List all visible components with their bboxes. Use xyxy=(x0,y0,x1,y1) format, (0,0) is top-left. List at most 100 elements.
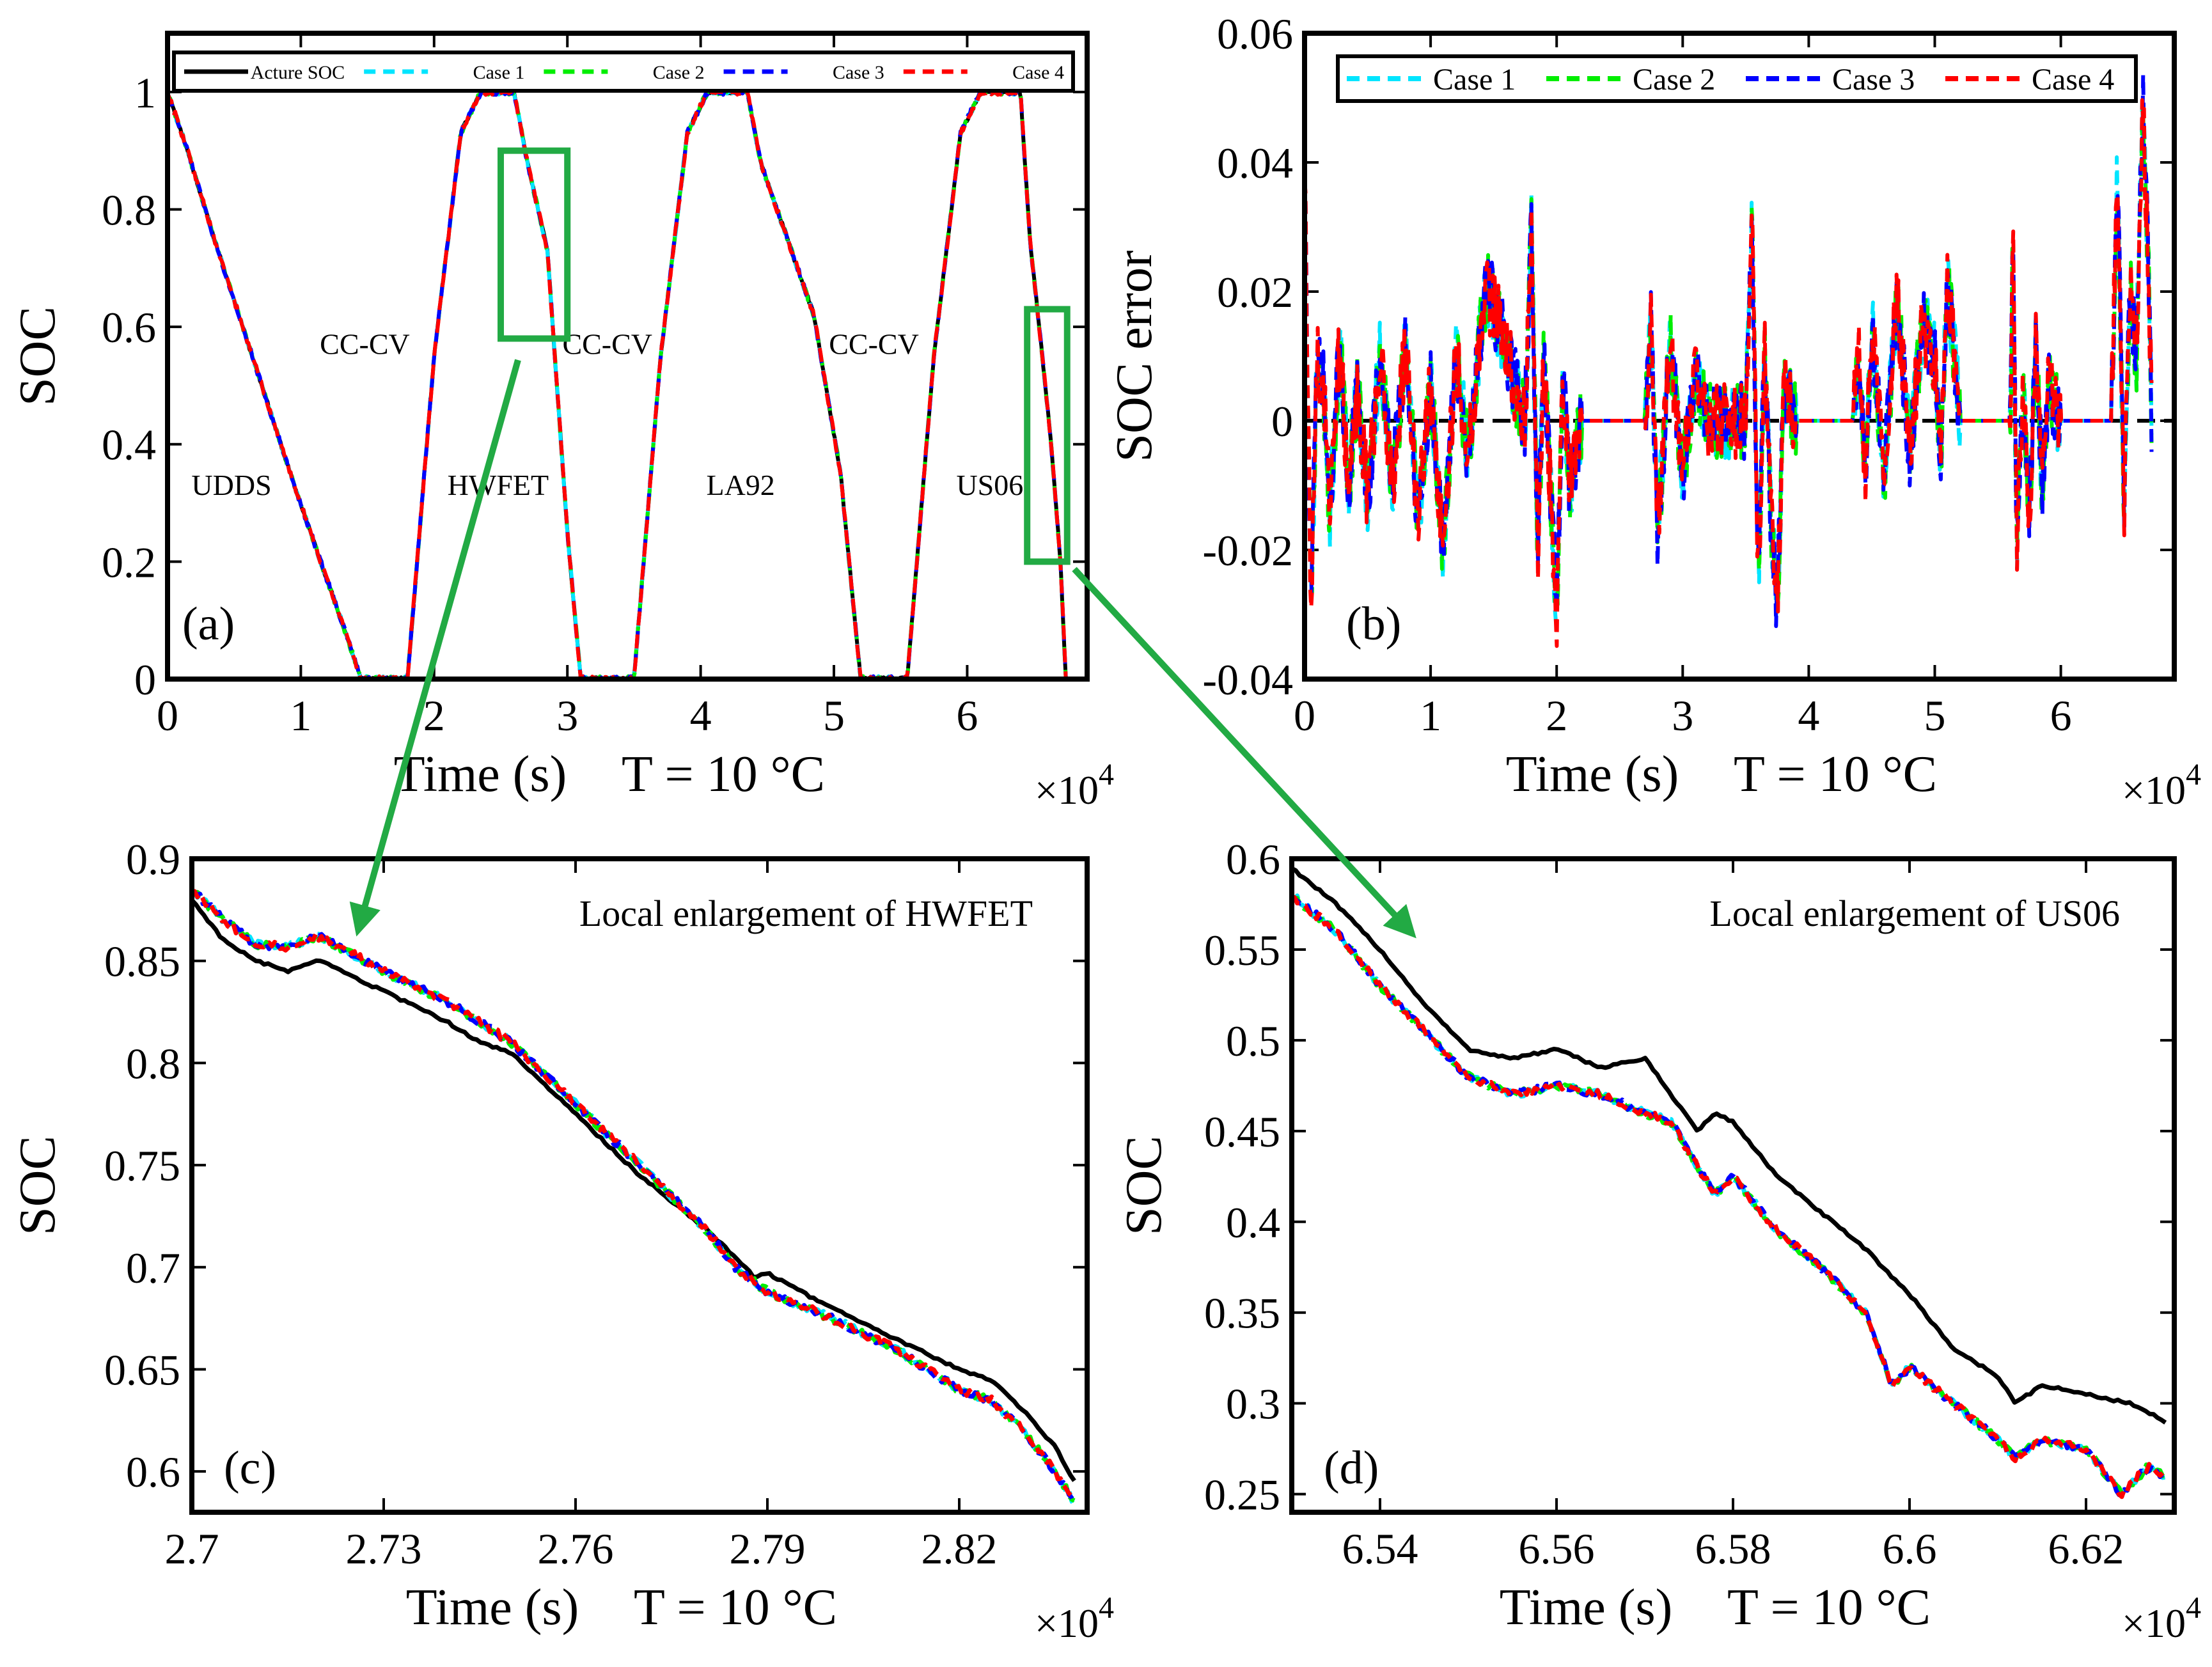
y-tick-label: 0.25 xyxy=(1204,1471,1280,1519)
annotation-label: HWFET xyxy=(448,469,549,501)
y-tick-label: -0.02 xyxy=(1202,526,1293,575)
y-tick-label: 0.35 xyxy=(1204,1289,1280,1338)
y-axis-label: SOC xyxy=(1116,1136,1172,1235)
temperature-label: T = 10 °C xyxy=(1727,1579,1931,1636)
x-tick-label: 6.54 xyxy=(1342,1524,1418,1573)
x-tick-label: 1 xyxy=(290,691,311,740)
legend-entry: Case 3 xyxy=(833,62,884,83)
x-tick-label: 4 xyxy=(1798,691,1819,740)
arrow-us06 xyxy=(1072,567,1416,939)
legend-entry: Case 4 xyxy=(1012,62,1064,83)
y-tick-label: 0.8 xyxy=(126,1039,180,1088)
panel-title: Local enlargement of US06 xyxy=(1709,893,2120,934)
annotation-label: CC-CV xyxy=(562,328,652,361)
plot-frame xyxy=(189,856,1090,1515)
legend-entry: Case 2 xyxy=(653,62,705,83)
x-tick-label: 1 xyxy=(1420,691,1441,740)
y-axis-label: SOC xyxy=(10,306,66,406)
legend-entry: Case 3 xyxy=(1832,63,1915,97)
x-tick-label: 3 xyxy=(556,691,578,740)
x-multiplier: ×104 xyxy=(1035,1591,1114,1646)
series-acture-soc xyxy=(1290,866,2167,1425)
annotation-label: UDDS xyxy=(191,469,271,501)
y-tick-label: -0.04 xyxy=(1202,655,1293,704)
x-tick-label: 2.73 xyxy=(346,1524,422,1573)
x-tick-label: 5 xyxy=(1924,691,1946,740)
y-tick-label: 0.55 xyxy=(1204,926,1280,974)
y-tick-label: 0.7 xyxy=(126,1244,180,1292)
panel-label: (a) xyxy=(182,598,235,650)
x-tick-label: 4 xyxy=(690,691,712,740)
series-case1 xyxy=(190,889,1077,1507)
legend-entry: Acture SOC xyxy=(251,62,345,83)
legend-entry: Case 2 xyxy=(1633,63,1715,97)
y-tick-label: 0.2 xyxy=(102,538,156,586)
series-case2 xyxy=(1290,895,2168,1496)
x-axis-label: Time (s) xyxy=(1500,1579,1672,1636)
zoom-box-1 xyxy=(498,147,571,342)
panel-label: (d) xyxy=(1324,1442,1379,1494)
annotation-label: US06 xyxy=(956,469,1023,501)
x-tick-label: 6.56 xyxy=(1519,1524,1595,1573)
x-multiplier: ×104 xyxy=(2122,758,2201,813)
plot-frame xyxy=(1302,31,2177,682)
panel-d: 6.54 6.56 6.58 6.6 6.62 0.25 0.3 0.35 0.4 0.45 0.5… xyxy=(1116,835,2201,1646)
y-tick-label: 0.5 xyxy=(1226,1017,1280,1065)
y-tick-label: 0.9 xyxy=(126,835,180,884)
x-multiplier: ×104 xyxy=(2122,1591,2201,1646)
temperature-label: T = 10 °C xyxy=(622,746,825,802)
y-tick-label: 0.85 xyxy=(104,937,180,986)
x-tick-label: 2 xyxy=(423,691,445,740)
y-tick-label: 0.6 xyxy=(126,1448,180,1496)
x-tick-label: 5 xyxy=(823,691,845,740)
x-tick-label: 6 xyxy=(2050,691,2072,740)
x-axis-label: Time (s) xyxy=(394,746,567,802)
plot-frame xyxy=(1289,856,2177,1515)
legend-entry: Case 1 xyxy=(473,62,525,83)
y-tick-label: 0 xyxy=(1271,397,1293,446)
x-axis-label: Time (s) xyxy=(1506,746,1679,802)
y-axis-label: SOC xyxy=(10,1136,66,1235)
panel-a: 0 1 2 3 4 5 6 0 0.2 0.4 0.6 0.8 1 UDDS CC-CV HWFET CC-CV… xyxy=(10,31,1114,813)
x-multiplier: ×104 xyxy=(1035,758,1114,813)
x-tick-label: 2.82 xyxy=(922,1524,998,1573)
panel-label: (c) xyxy=(224,1442,276,1494)
temperature-label: T = 10 °C xyxy=(634,1579,837,1636)
y-tick-label: 0.75 xyxy=(104,1141,180,1190)
temperature-label: T = 10 °C xyxy=(1734,746,1937,802)
x-tick-label: 6.6 xyxy=(1883,1524,1937,1573)
y-axis-label: SOC error xyxy=(1106,250,1163,462)
legend-a: Acture SOC Case 1 Case 2 Case 3 Case 4 xyxy=(172,51,1075,93)
y-tick-label: 0 xyxy=(134,655,156,704)
series-case4 xyxy=(166,90,1068,681)
series-case2 xyxy=(190,889,1076,1503)
panel-c: 2.7 2.73 2.76 2.79 2.82 0.6 0.65 0.7 0.75 0.8 0.85… xyxy=(10,835,1114,1646)
panel-title: Local enlargement of HWFET xyxy=(579,893,1033,934)
x-tick-label: 6.58 xyxy=(1695,1524,1771,1573)
y-tick-label: 0.06 xyxy=(1217,10,1293,58)
y-tick-label: 0.04 xyxy=(1217,139,1293,187)
series-case3 xyxy=(1303,73,2154,629)
x-tick-label: 6.62 xyxy=(2048,1524,2124,1573)
y-tick-label: 0.65 xyxy=(104,1345,180,1394)
x-axis-label: Time (s) xyxy=(406,1579,579,1636)
y-tick-label: 0.6 xyxy=(102,303,156,352)
legend-box xyxy=(1336,54,2138,103)
series-case3 xyxy=(1290,894,2166,1498)
y-tick-label: 0.4 xyxy=(1226,1198,1280,1247)
x-tick-label: 3 xyxy=(1672,691,1693,740)
y-tick-label: 0.45 xyxy=(1204,1107,1280,1156)
series-case3 xyxy=(191,888,1077,1505)
y-tick-label: 0.8 xyxy=(102,185,156,234)
y-tick-label: 0.02 xyxy=(1217,268,1293,317)
zoom-arrows xyxy=(349,359,1416,939)
series-acture-soc xyxy=(190,898,1076,1482)
series-case1 xyxy=(1290,893,2166,1498)
annotation-label: CC-CV xyxy=(320,328,410,361)
y-tick-label: 1 xyxy=(134,68,156,117)
series-case4 xyxy=(1303,98,2154,648)
legend-entry: Case 4 xyxy=(2032,63,2114,97)
y-tick-label: 0.4 xyxy=(102,421,156,469)
